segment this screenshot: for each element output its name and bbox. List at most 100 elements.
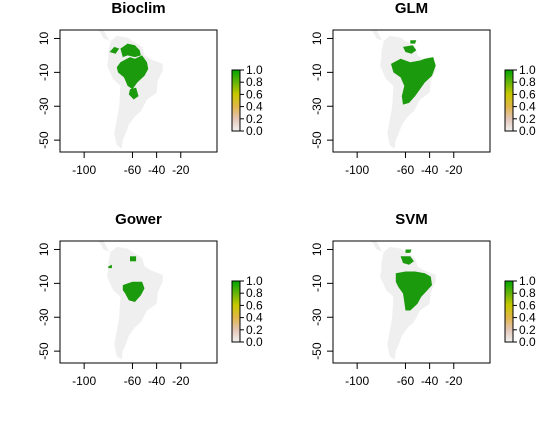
x-tick-label: -60 (397, 163, 415, 177)
y-tick-label: 10 (37, 31, 51, 45)
prediction-area-2 (109, 46, 120, 54)
legend-tick-label: 0.8 (246, 286, 263, 300)
x-axis: -100 -60 -40 -20 (72, 362, 190, 388)
land-central-america (369, 241, 384, 252)
prediction-area-0 (395, 271, 432, 311)
prediction-area-1 (120, 43, 141, 58)
panel-title: SVM (395, 211, 428, 228)
map-panel-glm: GLM -100 -60 -40 -20 10 -10 -30 -50 1.0 0.8 0.6 0.4 0… (273, 0, 546, 211)
legend-tick-label: 0.8 (519, 286, 536, 300)
map-plot: -100 -60 -40 -20 10 -10 -30 -50 1.00.80.60.40.20… (37, 240, 263, 388)
prediction-area-3 (128, 87, 139, 100)
prediction-area-1 (130, 256, 137, 262)
legend-tick-label: 0.8 (519, 75, 536, 89)
legend-tick-label: 0.4 (246, 311, 263, 325)
x-tick-label: -60 (124, 374, 142, 388)
prediction-area-0 (122, 281, 145, 302)
y-tick-label: -10 (37, 63, 51, 81)
map-layer (96, 241, 163, 360)
panel-title: GLM (394, 0, 429, 17)
legend-bar (231, 280, 241, 343)
y-tick-label: -30 (310, 97, 324, 115)
y-tick-label: -30 (310, 308, 324, 326)
y-tick-label: 10 (37, 242, 51, 256)
map-layer (369, 241, 436, 360)
x-tick-label: -60 (397, 374, 415, 388)
y-axis: 10 -10 -30 -50 (37, 31, 61, 149)
legend-bar (504, 280, 514, 343)
legend-tick-label: 0.2 (246, 323, 263, 337)
x-tick-label: -20 (445, 374, 463, 388)
y-axis: 10 -10 -30 -50 (310, 242, 334, 360)
legend-tick-label: 0.0 (519, 335, 536, 349)
y-tick-label: -50 (310, 342, 324, 360)
y-tick-label: -30 (37, 308, 51, 326)
y-tick-label: -50 (37, 131, 51, 149)
legend-tick-label: 0.4 (519, 100, 536, 114)
legend-tick-label: 1.0 (246, 63, 263, 77)
x-tick-label: -20 (172, 163, 190, 177)
x-tick-label: -40 (421, 374, 439, 388)
map-layer (369, 30, 436, 149)
legend-tick-label: 0.2 (519, 323, 536, 337)
legend-colorbar: 1.00.80.60.40.20.0 (504, 63, 536, 138)
prediction-area-0 (391, 57, 436, 105)
y-axis: 10 -10 -30 -50 (310, 31, 334, 149)
legend-tick-label: 0.6 (246, 87, 263, 101)
y-tick-label: -30 (37, 97, 51, 115)
x-tick-label: -100 (72, 163, 96, 177)
legend-tick-label: 0.4 (519, 311, 536, 325)
legend-tick-label: 1.0 (246, 274, 263, 288)
prediction-area-0 (116, 55, 149, 90)
map-plot: -100 -60 -40 -20 10 -10 -30 -50 1.00.80.60.40.20… (310, 240, 536, 388)
legend-tick-label: 0.0 (519, 124, 536, 138)
legend-bar (231, 69, 241, 132)
legend-tick-label: 0.8 (246, 75, 263, 89)
legend-tick-label: 0.0 (246, 124, 263, 138)
x-axis: -100 -60 -40 -20 (345, 362, 463, 388)
map-panel-svm: SVM -100 -60 -40 -20 10 -10 -30 -50 1.0 0.8 0.6 0.4 0… (273, 211, 546, 422)
land-south-america (107, 246, 163, 360)
x-tick-label: -20 (172, 374, 190, 388)
x-tick-label: -100 (72, 374, 96, 388)
legend-tick-label: 0.6 (246, 298, 263, 312)
land-central-america (96, 241, 111, 252)
legend-tick-label: 0.6 (519, 298, 536, 312)
prediction-area-1 (403, 45, 417, 54)
y-tick-label: -10 (310, 63, 324, 81)
panel-title: Bioclim (111, 0, 166, 17)
map-panel-bioclim: Bioclim -100 -60 -40 -20 10 -10 -30 -50 1.0 0.8 0.6… (0, 0, 273, 211)
panel-title: Gower (115, 211, 162, 228)
y-tick-label: -50 (310, 131, 324, 149)
land-central-america (369, 30, 384, 41)
prediction-area-2 (108, 264, 112, 269)
legend-tick-label: 0.0 (246, 335, 263, 349)
prediction-area-2 (405, 249, 412, 253)
legend-colorbar: 1.00.80.60.40.20.0 (231, 63, 263, 138)
y-tick-label: 10 (310, 31, 324, 45)
map-layer (96, 30, 163, 149)
y-tick-label: -10 (310, 274, 324, 292)
legend-tick-label: 1.0 (519, 63, 536, 77)
x-tick-label: -100 (345, 374, 369, 388)
x-tick-label: -40 (148, 374, 166, 388)
map-plot: -100 -60 -40 -20 10 -10 -30 -50 1.00.80.60.40.20… (37, 29, 263, 177)
x-axis: -100 -60 -40 -20 (72, 151, 190, 177)
x-axis: -100 -60 -40 -20 (345, 151, 463, 177)
y-tick-label: 10 (310, 242, 324, 256)
legend-tick-label: 0.6 (519, 87, 536, 101)
x-tick-label: -40 (148, 163, 166, 177)
legend-colorbar: 1.00.80.60.40.20.0 (231, 274, 263, 349)
x-tick-label: -40 (421, 163, 439, 177)
legend-bar (504, 69, 514, 132)
legend-colorbar: 1.00.80.60.40.20.0 (504, 274, 536, 349)
y-axis: 10 -10 -30 -50 (37, 242, 61, 360)
x-tick-label: -100 (345, 163, 369, 177)
land-central-america (96, 30, 111, 41)
x-tick-label: -20 (445, 163, 463, 177)
legend-tick-label: 0.2 (246, 112, 263, 126)
x-tick-label: -60 (124, 163, 142, 177)
prediction-area-1 (400, 256, 414, 265)
legend-tick-label: 0.2 (519, 112, 536, 126)
y-tick-label: -10 (37, 274, 51, 292)
